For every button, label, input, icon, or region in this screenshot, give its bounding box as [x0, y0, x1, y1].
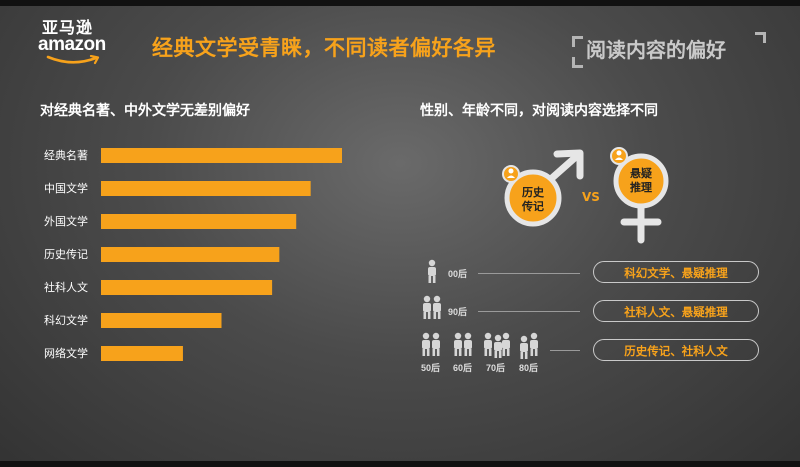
bar: [101, 346, 183, 361]
family-60-icon: [454, 332, 472, 356]
bar: [101, 214, 297, 229]
smile-arrow-icon: [46, 55, 100, 65]
female-label-line2: 推理: [630, 181, 652, 194]
corner-bracket: [572, 36, 583, 47]
left-subtitle: 对经典名著、中外文学无差别偏好: [40, 103, 250, 119]
bar: [101, 148, 342, 163]
family-50-icon: [422, 332, 440, 356]
bar: [101, 181, 311, 196]
bar: [101, 247, 280, 262]
age-00-label: 00后: [448, 269, 468, 279]
female-preference-label: 悬疑 推理: [611, 167, 671, 195]
top-bar: [0, 0, 800, 6]
amazon-logo: 亚马逊 amazon: [38, 14, 118, 66]
couple-90-icon: [423, 295, 441, 319]
bar: [101, 313, 222, 328]
category-label: 社科人文: [44, 280, 88, 294]
age-90-label: 90后: [448, 307, 468, 317]
pref-pill-90: 社科人文、悬疑推理: [593, 300, 759, 322]
category-label: 历史传记: [44, 248, 88, 261]
connector-line: [478, 273, 580, 274]
age-80-label: 80后: [519, 363, 539, 373]
female-label-line1: 悬疑: [630, 167, 652, 180]
logo-cn-text: 亚马逊: [42, 18, 94, 37]
bottom-bar: [0, 461, 800, 467]
male-label-line2: 传记: [522, 200, 544, 213]
corner-bracket: [755, 32, 766, 43]
vs-label: VS: [582, 190, 600, 204]
age-50-label: 50后: [421, 363, 441, 373]
connector-line: [550, 350, 580, 351]
section-tag-text: 阅读内容的偏好: [586, 38, 726, 62]
category-label: 经典名著: [44, 148, 88, 162]
category-label: 网络文学: [44, 346, 88, 360]
pref-pill-50-80: 历史传记、社科人文: [593, 339, 759, 361]
section-tag: 阅读内容的偏好: [572, 22, 772, 70]
person-00-icon: [428, 259, 436, 283]
male-label-line1: 历史: [522, 186, 544, 199]
pref-pill-00: 科幻文学、悬疑推理: [593, 261, 759, 283]
bar: [101, 280, 273, 295]
logo-en-text: amazon: [38, 34, 106, 55]
family-80-icon: [520, 332, 538, 359]
male-preference-label: 历史 传记: [503, 186, 563, 214]
age-60-label: 60后: [453, 363, 473, 373]
category-label: 科幻文学: [44, 313, 88, 327]
corner-bracket: [572, 57, 583, 68]
category-label: 外国文学: [44, 214, 88, 228]
age-70-label: 70后: [486, 363, 506, 373]
connector-line: [478, 311, 580, 312]
family-70-icon: [484, 332, 510, 358]
right-subtitle: 性别、年龄不同，对阅读内容选择不同: [420, 103, 658, 119]
page-title: 经典文学受青睐，不同读者偏好各异: [152, 36, 496, 60]
category-label: 中国文学: [44, 181, 88, 195]
